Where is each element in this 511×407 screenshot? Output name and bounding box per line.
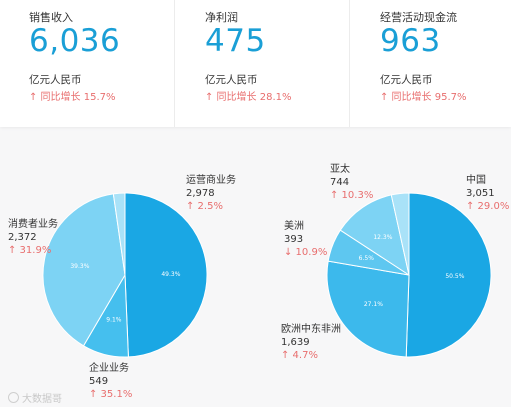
slice-percent-label: 12.3% <box>373 234 392 241</box>
annot-value: 1,639 <box>281 337 310 348</box>
annot-value: 3,051 <box>466 188 495 199</box>
annot-name: 运营商业务 <box>186 175 236 186</box>
pie-slice <box>42 193 126 347</box>
annot-change: ↑ 10.3% <box>330 190 374 201</box>
annot-change: ↑ 35.1% <box>89 389 133 400</box>
annot-change: ↑ 2.5% <box>186 201 223 212</box>
annot-value: 2,372 <box>8 232 37 243</box>
annot-name: 欧洲中东非洲 <box>281 324 341 335</box>
kpi-unit: 亿元人民币 <box>380 74 433 86</box>
slice-percent-label: 6.5% <box>359 255 375 262</box>
kpi-label: 经营活动现金流 <box>380 11 457 24</box>
annot-change: ↓ 10.9% <box>284 247 328 258</box>
annot-name: 亚太 <box>330 164 350 175</box>
pie-slice <box>339 194 410 277</box>
kpi-card-cash-flow: 经营活动现金流 963 亿元人民币 ↑ 同比增长 95.7% <box>349 0 511 127</box>
pie-regions: 50.5% 27.1% 6.5% 12.3% <box>326 192 492 358</box>
pie-slice <box>326 260 410 358</box>
slice-percent-label: 49.3% <box>161 271 180 278</box>
pie-charts: 49.3% 9.1% 39.3% 50.5% 27.1% 6.5% 12.3% <box>42 192 492 358</box>
annot-value: 744 <box>330 177 350 188</box>
kpi-growth: ↑ 同比增长 28.1% <box>205 92 292 103</box>
annot-name: 中国 <box>466 175 486 186</box>
pie-business-segments: 49.3% 9.1% 39.3% <box>42 192 208 358</box>
annot-change: ↑ 4.7% <box>281 350 318 361</box>
kpi-label: 销售收入 <box>29 11 73 24</box>
kpi-card-revenue: 销售收入 6,036 亿元人民币 ↑ 同比增长 15.7% <box>0 0 174 127</box>
annot-carrier-business: 运营商业务 2,978 ↑ 2.5% <box>186 174 236 213</box>
slice-percent-label: 9.1% <box>106 317 122 324</box>
chart-area: 49.3% 9.1% 39.3% 50.5% 27.1% 6.5% 12.3% 运营商业务 … <box>0 127 511 407</box>
kpi-unit: 亿元人民币 <box>205 74 258 86</box>
annot-change: ↑ 29.0% <box>466 201 510 212</box>
kpi-label: 净利润 <box>205 11 238 24</box>
annot-name: 美洲 <box>284 221 304 232</box>
slice-percent-label: 27.1% <box>364 301 383 308</box>
annot-consumer-business: 消费者业务 2,372 ↑ 31.9% <box>8 218 58 257</box>
annot-enterprise-business: 企业业务 549 ↑ 35.1% <box>89 362 132 401</box>
watermark-text: 大数据哥 <box>22 394 62 405</box>
kpi-growth: ↑ 同比增长 15.7% <box>29 92 116 103</box>
kpi-growth: ↑ 同比增长 95.7% <box>380 92 467 103</box>
annot-value: 2,978 <box>186 188 215 199</box>
annot-change: ↑ 31.9% <box>8 245 52 256</box>
pie-slice <box>112 192 126 276</box>
annot-asia-pacific: 亚太 744 ↑ 10.3% <box>330 163 373 202</box>
logo-circle-icon <box>8 392 19 403</box>
annot-china: 中国 3,051 ↑ 29.0% <box>466 174 509 213</box>
pie-slice <box>390 192 410 276</box>
kpi-unit: 亿元人民币 <box>29 74 82 86</box>
slice-percent-label: 50.5% <box>445 273 464 280</box>
kpi-value: 6,036 <box>29 23 121 59</box>
annot-name: 企业业务 <box>89 363 129 374</box>
annot-americas: 美洲 393 ↓ 10.9% <box>284 220 327 259</box>
kpi-card-net-profit: 净利润 475 亿元人民币 ↑ 同比增长 28.1% <box>174 0 349 127</box>
slice-percent-label: 39.3% <box>70 263 89 270</box>
pie-slice <box>124 192 208 358</box>
kpi-value: 475 <box>205 23 266 59</box>
annot-value: 393 <box>284 234 304 245</box>
annot-emea: 欧洲中东非洲 1,639 ↑ 4.7% <box>281 323 341 362</box>
annot-name: 消费者业务 <box>8 219 58 230</box>
watermark: 大数据哥 <box>8 390 62 405</box>
pie-slice <box>405 192 492 358</box>
annot-value: 549 <box>89 376 109 387</box>
kpi-summary-bar: 销售收入 6,036 亿元人民币 ↑ 同比增长 15.7% 净利润 475 亿元… <box>0 0 511 127</box>
kpi-value: 963 <box>380 23 441 59</box>
